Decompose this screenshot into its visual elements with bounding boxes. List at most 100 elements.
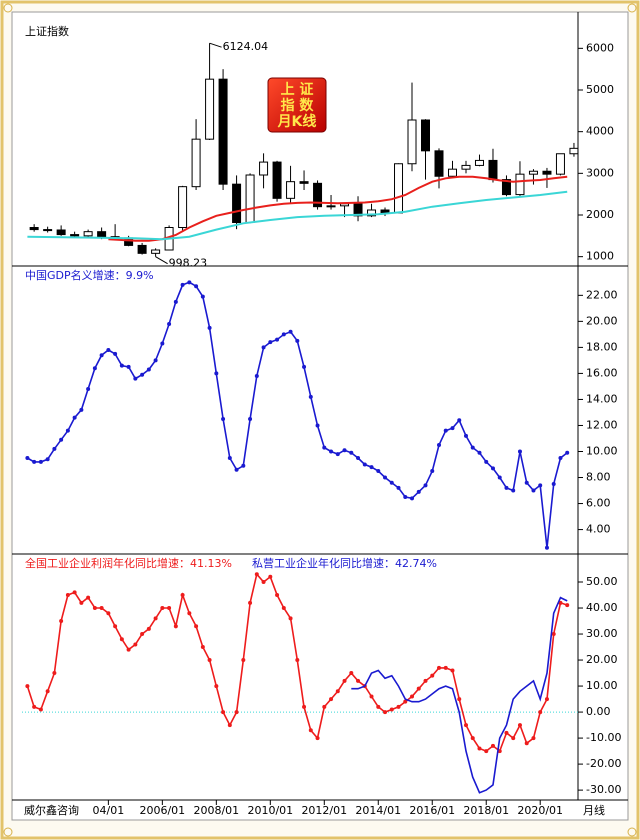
candle-body <box>70 234 80 237</box>
point <box>490 743 495 748</box>
point <box>511 736 516 741</box>
point <box>335 689 340 694</box>
point <box>497 475 502 480</box>
x-tick-label: 2020/01 <box>517 804 563 817</box>
candle-body <box>272 161 282 199</box>
point <box>146 626 151 631</box>
candle-body <box>488 159 498 181</box>
point <box>187 280 192 285</box>
point <box>484 459 489 464</box>
point <box>322 704 327 709</box>
point <box>443 428 448 433</box>
x-tick-label: 2016/01 <box>409 804 455 817</box>
point <box>221 710 226 715</box>
point <box>32 459 37 464</box>
x-tick-label: 2010/01 <box>247 804 293 817</box>
point <box>261 580 266 585</box>
candle-body <box>83 231 93 237</box>
point <box>544 697 549 702</box>
y-tick-label: -20.00 <box>586 757 621 770</box>
point <box>295 658 300 663</box>
point <box>200 645 205 650</box>
y-tick-label: 8.00 <box>586 471 611 484</box>
candle-body <box>137 244 147 254</box>
point <box>504 485 509 490</box>
point <box>281 606 286 611</box>
point <box>227 456 232 460</box>
point <box>92 366 97 371</box>
point <box>558 456 563 460</box>
point <box>119 637 124 642</box>
period-label: 月线 <box>583 803 605 817</box>
y-tick-label: 6.00 <box>586 497 611 510</box>
point <box>504 730 509 735</box>
point <box>194 624 199 629</box>
candle-body <box>367 209 377 217</box>
point <box>544 545 549 550</box>
point <box>396 704 401 709</box>
point <box>45 457 50 462</box>
frame-ornament <box>3 827 13 837</box>
point <box>315 736 320 741</box>
point <box>302 364 307 369</box>
point <box>329 449 334 454</box>
point <box>356 678 361 683</box>
point <box>410 694 415 699</box>
point <box>180 593 185 598</box>
point <box>72 415 77 420</box>
point <box>248 416 253 421</box>
point <box>538 483 543 488</box>
candle-body <box>461 164 471 170</box>
candle-body <box>542 170 552 175</box>
point <box>248 600 253 605</box>
point <box>25 684 30 689</box>
series-line <box>351 596 568 794</box>
point <box>167 606 172 611</box>
point <box>437 442 441 447</box>
point <box>531 488 536 493</box>
point <box>383 475 388 480</box>
point <box>113 624 118 629</box>
y-tick-label: 12.00 <box>586 418 618 431</box>
x-tick-label: 2014/01 <box>355 804 401 817</box>
badge <box>267 77 327 133</box>
point <box>119 363 124 368</box>
point <box>59 437 64 442</box>
point <box>362 462 367 467</box>
candle-body <box>555 153 565 175</box>
point <box>551 632 556 637</box>
point <box>308 394 313 399</box>
frame-ornament <box>627 3 637 13</box>
candle-body <box>218 78 228 185</box>
chart-frame <box>11 11 629 821</box>
point <box>86 595 91 600</box>
legend-entry: 中国GDP名义增速：9.9% <box>25 268 154 282</box>
point <box>369 694 374 699</box>
legend-entry: 全国工业企业利润年化同比增速：41.13% <box>25 556 232 570</box>
candle-body <box>421 119 431 152</box>
point <box>335 452 340 457</box>
point <box>275 337 280 342</box>
point <box>517 449 522 454</box>
point <box>173 624 178 629</box>
point <box>403 495 408 500</box>
y-tick-label: 5000 <box>586 83 614 96</box>
candle-body <box>56 229 66 236</box>
point <box>322 445 327 450</box>
candle-body <box>528 170 538 175</box>
point <box>173 299 178 304</box>
point <box>140 632 145 637</box>
point <box>396 485 401 490</box>
candle-body <box>29 227 39 231</box>
point <box>457 418 462 423</box>
y-tick-label: 40.00 <box>586 601 618 614</box>
y-tick-label: 3000 <box>586 166 614 179</box>
point <box>167 321 172 326</box>
x-tick-label: 04/01 <box>93 804 125 817</box>
y-tick-label: 16.00 <box>586 366 618 379</box>
annotation: 998.23 <box>169 257 208 270</box>
point <box>65 428 70 433</box>
point <box>403 699 408 704</box>
point <box>254 374 259 379</box>
